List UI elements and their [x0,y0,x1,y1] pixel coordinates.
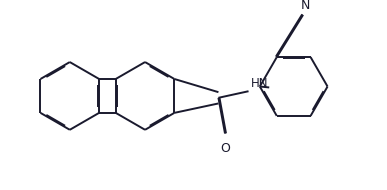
Text: O: O [220,142,230,155]
Text: HN: HN [250,77,268,90]
Text: N: N [300,0,310,12]
